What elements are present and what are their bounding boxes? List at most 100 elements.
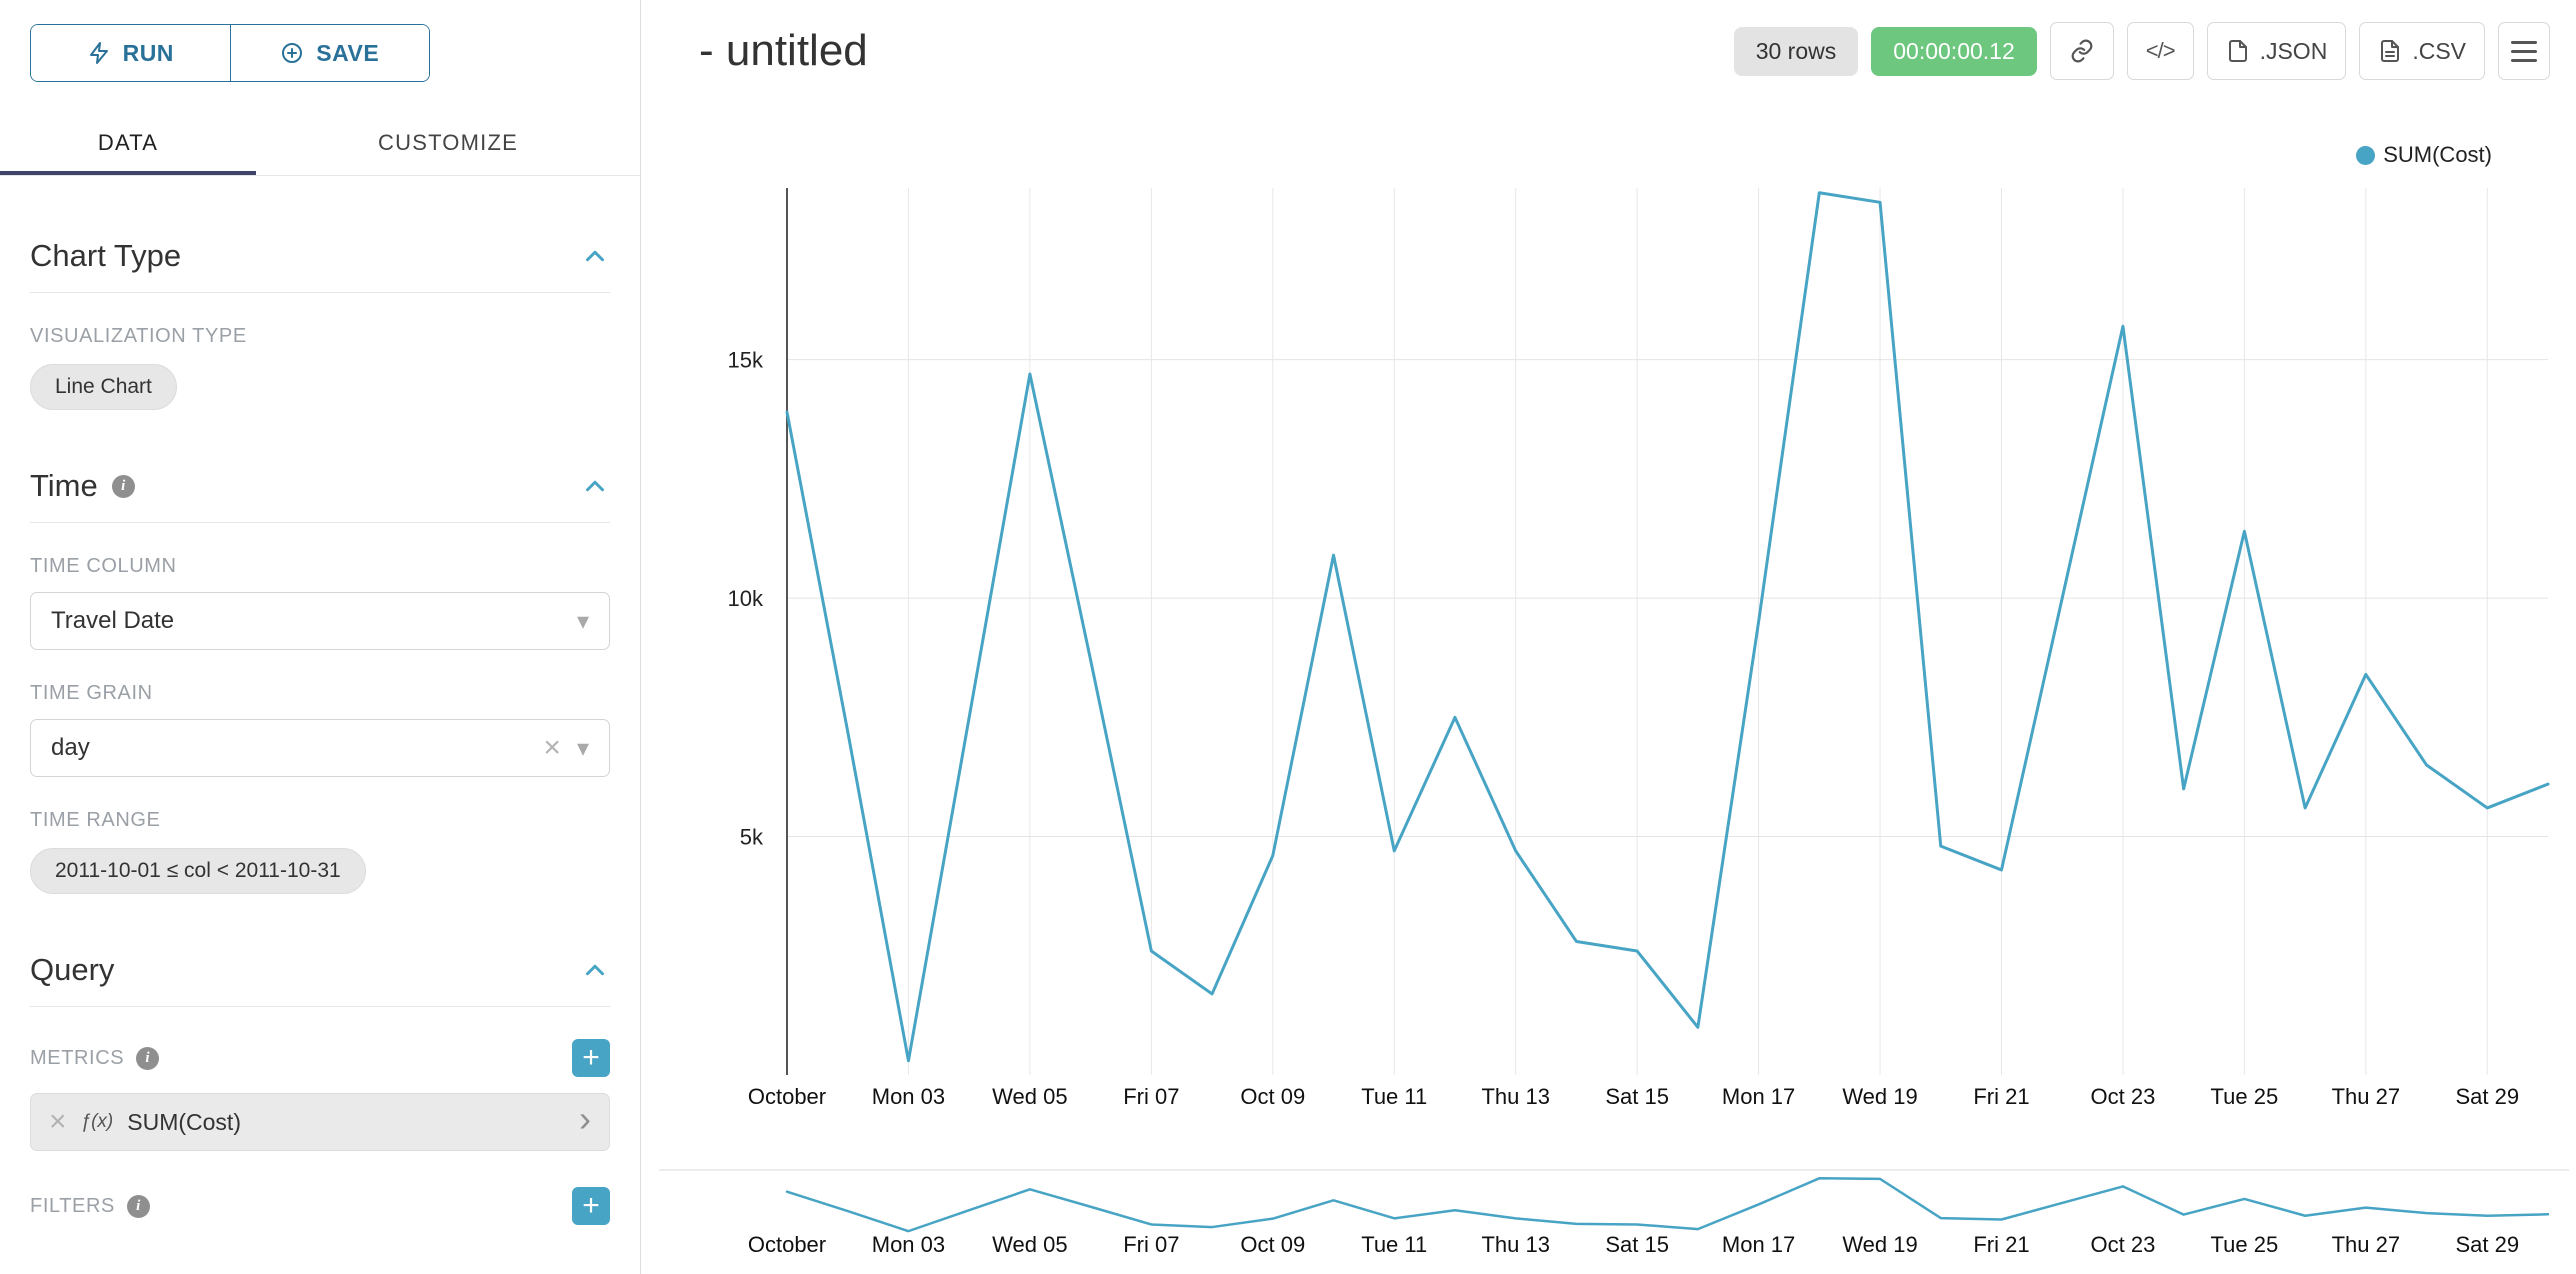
save-button-label: SAVE bbox=[316, 39, 380, 66]
export-json-button[interactable]: .JSON bbox=[2206, 22, 2347, 80]
run-button[interactable]: RUN bbox=[31, 25, 230, 81]
svg-text:Fri 07: Fri 07 bbox=[1123, 1084, 1179, 1109]
caret-down-icon: ▾ bbox=[576, 734, 589, 762]
chart-menu-button[interactable] bbox=[2498, 22, 2550, 80]
time-grain-label: TIME GRAIN bbox=[30, 682, 610, 705]
time-column-select[interactable]: Travel Date ▾ bbox=[30, 592, 610, 650]
svg-text:Oct 23: Oct 23 bbox=[2091, 1232, 2156, 1257]
link-icon bbox=[2071, 39, 2093, 63]
svg-text:Thu 27: Thu 27 bbox=[2332, 1232, 2401, 1257]
legend-label: SUM(Cost) bbox=[2383, 142, 2492, 167]
section-chart-type-title: Chart Type bbox=[30, 238, 182, 273]
view-query-button[interactable]: </> bbox=[2126, 22, 2194, 80]
filters-label-text: FILTERS bbox=[30, 1194, 115, 1217]
chart-title[interactable]: - untitled bbox=[699, 26, 868, 75]
add-metric-button[interactable]: + bbox=[572, 1039, 610, 1077]
visualization-type-value[interactable]: Line Chart bbox=[30, 364, 177, 410]
save-button[interactable]: SAVE bbox=[229, 25, 429, 81]
svg-text:Tue 11: Tue 11 bbox=[1361, 1232, 1427, 1257]
svg-text:Mon 17: Mon 17 bbox=[1722, 1084, 1795, 1109]
panel-body: Chart Type VISUALIZATION TYPE Line Chart… bbox=[0, 176, 640, 1225]
metrics-label: METRICS i bbox=[30, 1046, 160, 1070]
svg-text:Wed 19: Wed 19 bbox=[1842, 1084, 1917, 1109]
info-icon: i bbox=[126, 1194, 150, 1218]
section-query-title: Query bbox=[30, 952, 115, 987]
svg-text:Oct 09: Oct 09 bbox=[1240, 1232, 1305, 1257]
function-icon: ƒ(x) bbox=[80, 1111, 114, 1132]
svg-text:Thu 13: Thu 13 bbox=[1481, 1232, 1550, 1257]
section-time-title-text: Time bbox=[30, 468, 98, 503]
metrics-label-text: METRICS bbox=[30, 1046, 125, 1069]
remove-metric-icon[interactable]: × bbox=[49, 1105, 67, 1138]
chart-header: - untitled 30 rows 00:00:00.12 </> .JSON… bbox=[699, 22, 2550, 80]
svg-text:October: October bbox=[748, 1232, 826, 1257]
collapse-chevron-up-icon[interactable] bbox=[580, 955, 610, 985]
svg-text:Sat 29: Sat 29 bbox=[2455, 1232, 2519, 1257]
section-time-header: Time i bbox=[30, 410, 610, 523]
metric-name: SUM(Cost) bbox=[127, 1108, 241, 1135]
tab-customize[interactable]: CUSTOMIZE bbox=[256, 110, 640, 175]
collapse-chevron-up-icon[interactable] bbox=[580, 241, 610, 271]
svg-text:Tue 25: Tue 25 bbox=[2211, 1084, 2279, 1109]
svg-text:Sat 15: Sat 15 bbox=[1605, 1084, 1669, 1109]
svg-text:Tue 11: Tue 11 bbox=[1361, 1084, 1427, 1109]
export-csv-label: .CSV bbox=[2412, 37, 2466, 64]
run-save-button-group: RUN SAVE bbox=[30, 24, 430, 82]
hamburger-icon bbox=[2505, 40, 2543, 62]
svg-text:Fri 21: Fri 21 bbox=[1973, 1232, 2029, 1257]
main-chart-svg: 5k 10k 15k October Mon 03 Wed 05 Fri 07 Oct 09 T… bbox=[728, 188, 2550, 1109]
time-column-label: TIME COLUMN bbox=[30, 555, 610, 578]
time-range-value[interactable]: 2011-10-01 ≤ col < 2011-10-31 bbox=[30, 848, 366, 894]
svg-text:Thu 13: Thu 13 bbox=[1481, 1084, 1550, 1109]
code-icon: </> bbox=[2145, 38, 2176, 63]
panel-tabs: DATA CUSTOMIZE bbox=[0, 110, 640, 176]
file-icon bbox=[2381, 40, 2400, 62]
caret-down-icon: ▾ bbox=[576, 607, 589, 635]
tab-data[interactable]: DATA bbox=[0, 110, 256, 175]
svg-text:Sat 29: Sat 29 bbox=[2455, 1084, 2519, 1109]
svg-text:Wed 19: Wed 19 bbox=[1842, 1232, 1917, 1257]
section-query-header: Query bbox=[30, 894, 610, 1007]
legend-item[interactable]: SUM(Cost) bbox=[2356, 142, 2492, 168]
svg-text:Wed 05: Wed 05 bbox=[992, 1232, 1067, 1257]
export-csv-button[interactable]: .CSV bbox=[2359, 22, 2485, 80]
clear-icon[interactable]: × bbox=[543, 731, 561, 764]
filters-label: FILTERS i bbox=[30, 1194, 150, 1218]
svg-text:Mon 17: Mon 17 bbox=[1722, 1232, 1795, 1257]
section-chart-type-header: Chart Type bbox=[30, 176, 610, 293]
metric-item[interactable]: × ƒ(x) SUM(Cost) › bbox=[30, 1093, 610, 1151]
chevron-right-icon: › bbox=[579, 1098, 591, 1139]
row-count-badge: 30 rows bbox=[1733, 26, 1859, 76]
svg-text:Fri 07: Fri 07 bbox=[1123, 1232, 1179, 1257]
visualization-type-label-text: VISUALIZATION TYPE bbox=[30, 325, 247, 347]
info-icon: i bbox=[111, 474, 135, 498]
time-range-label-text: TIME RANGE bbox=[30, 809, 161, 831]
time-column-value: Travel Date bbox=[51, 607, 175, 634]
add-filter-button[interactable]: + bbox=[572, 1187, 610, 1225]
chart-header-actions: 30 rows 00:00:00.12 </> .JSON .CSV bbox=[1733, 22, 2550, 80]
visualization-type-label: VISUALIZATION TYPE bbox=[30, 325, 610, 348]
time-grain-label-text: TIME GRAIN bbox=[30, 682, 153, 704]
svg-text:Oct 23: Oct 23 bbox=[2091, 1084, 2156, 1109]
export-json-label: .JSON bbox=[2259, 37, 2328, 64]
time-grain-select[interactable]: day × ▾ bbox=[30, 719, 610, 777]
svg-text:October: October bbox=[748, 1084, 826, 1109]
time-range-label: TIME RANGE bbox=[30, 809, 610, 832]
section-time-title: Time i bbox=[30, 468, 135, 504]
plus-circle-icon bbox=[282, 43, 303, 63]
collapse-chevron-up-icon[interactable] bbox=[580, 471, 610, 501]
svg-text:Mon 03: Mon 03 bbox=[872, 1084, 945, 1109]
svg-text:Thu 27: Thu 27 bbox=[2332, 1084, 2401, 1109]
svg-text:Mon 03: Mon 03 bbox=[872, 1232, 945, 1257]
query-timer-badge: 00:00:00.12 bbox=[1871, 26, 2037, 76]
filters-label-row: FILTERS i + bbox=[30, 1187, 610, 1225]
context-chart-svg[interactable]: October Mon 03 Wed 05 Fri 07 Oct 09 Tue 11 Thu… bbox=[659, 1128, 2569, 1274]
svg-text:5k: 5k bbox=[740, 825, 764, 850]
control-panel-sidebar: RUN SAVE DATA CUSTOMIZE Chart Type VISUA… bbox=[0, 0, 641, 1274]
svg-text:10k: 10k bbox=[728, 586, 764, 611]
svg-text:Wed 05: Wed 05 bbox=[992, 1084, 1067, 1109]
time-grain-value: day bbox=[51, 734, 90, 761]
metrics-label-row: METRICS i + bbox=[30, 1039, 610, 1077]
share-link-button[interactable] bbox=[2049, 22, 2114, 80]
svg-text:Fri 21: Fri 21 bbox=[1973, 1084, 2029, 1109]
